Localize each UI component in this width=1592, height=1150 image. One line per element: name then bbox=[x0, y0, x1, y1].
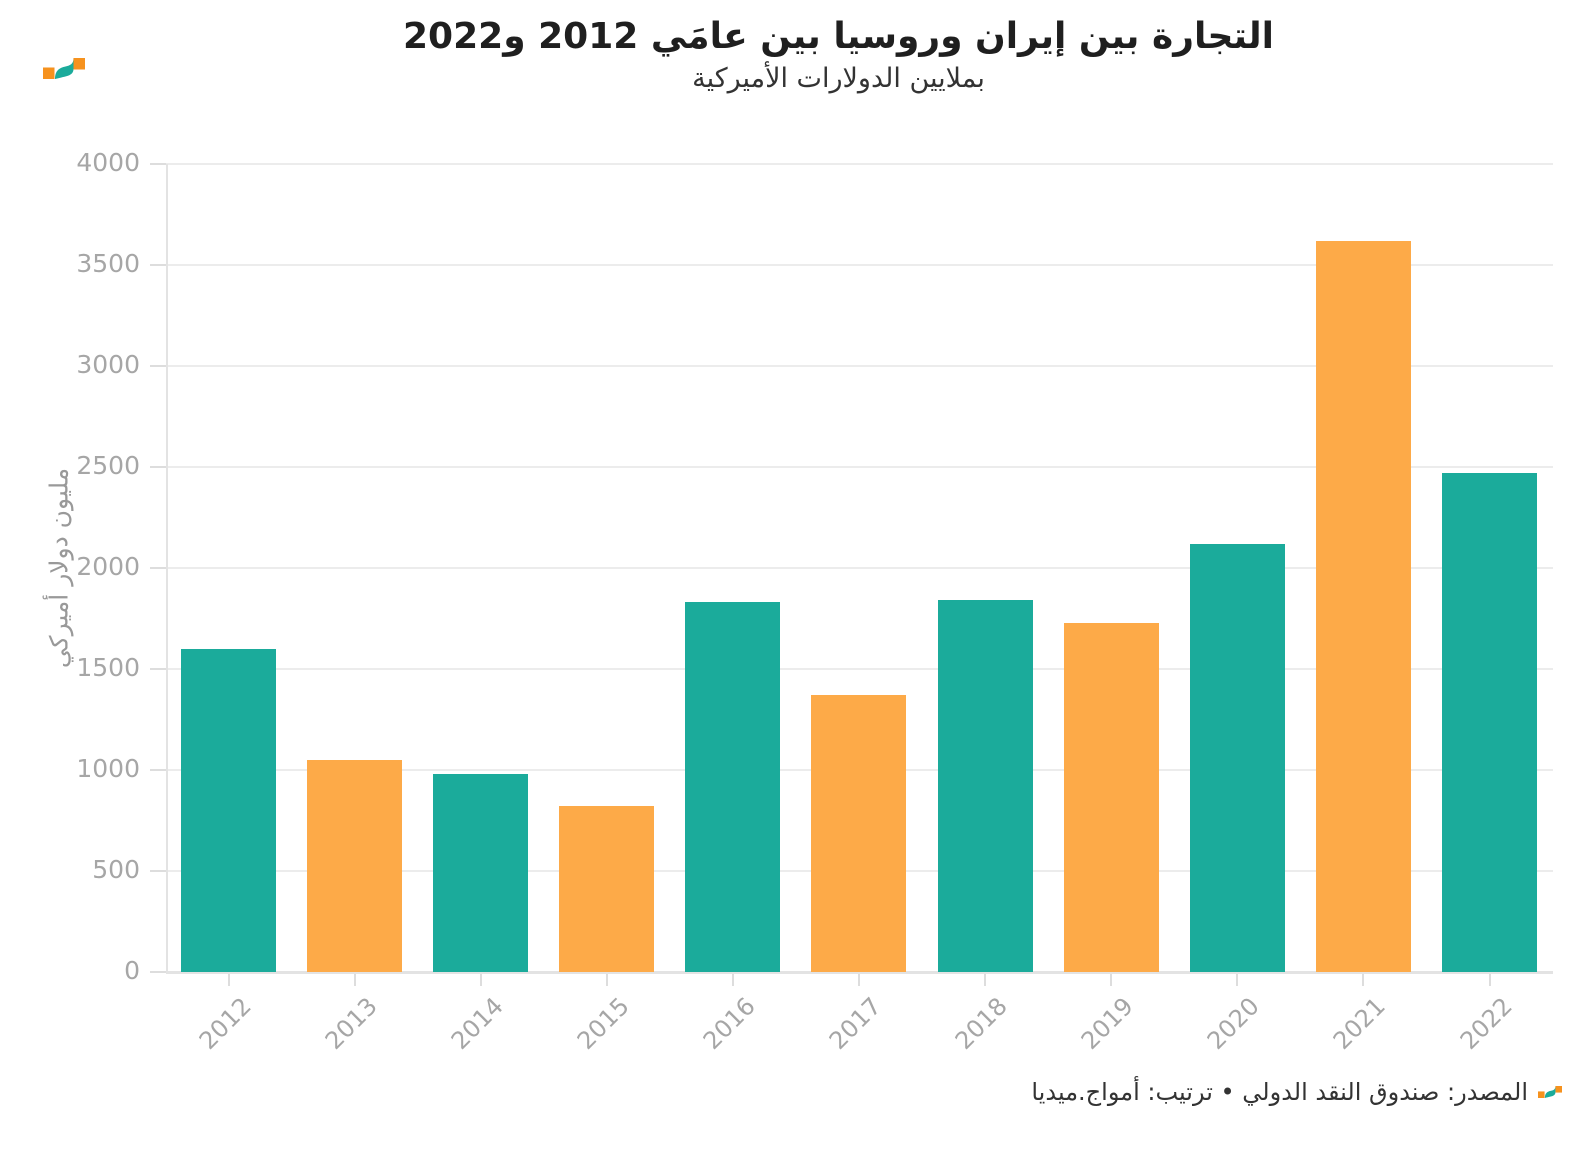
y-tick-label: 0 bbox=[124, 956, 140, 985]
bar-2018[interactable] bbox=[937, 600, 1033, 972]
bar-2017[interactable] bbox=[811, 695, 907, 972]
x-axis-tick bbox=[1110, 974, 1113, 986]
x-axis-tick bbox=[227, 974, 230, 986]
gridline bbox=[166, 466, 1553, 468]
x-axis-baseline bbox=[166, 971, 1553, 974]
y-tick-label: 3500 bbox=[76, 249, 140, 278]
x-tick-label-2015: 2015 bbox=[571, 992, 635, 1055]
bar-2015[interactable] bbox=[559, 806, 655, 972]
y-axis-tick bbox=[150, 769, 166, 771]
amwaj-media-logo-icon bbox=[43, 58, 85, 79]
x-axis-tick bbox=[1362, 974, 1365, 986]
y-axis-tick bbox=[150, 264, 166, 266]
x-tick-label-2016: 2016 bbox=[697, 992, 761, 1055]
bar-2020[interactable] bbox=[1189, 543, 1285, 972]
x-tick-label-2018: 2018 bbox=[949, 992, 1013, 1055]
y-axis-tick bbox=[150, 870, 166, 872]
x-tick-label-2014: 2014 bbox=[445, 992, 509, 1055]
y-axis-tick bbox=[150, 971, 166, 973]
x-tick-label-2021: 2021 bbox=[1328, 992, 1392, 1055]
logo-teal-wave bbox=[55, 58, 74, 79]
x-axis-tick bbox=[858, 974, 860, 986]
y-axis-tick bbox=[150, 163, 166, 165]
logo-orange-square-right bbox=[73, 58, 85, 70]
chart-subtitle: بملايين الدولارات الأميركية bbox=[692, 63, 985, 94]
bar-2016[interactable] bbox=[685, 602, 781, 972]
bars-row bbox=[181, 164, 1537, 972]
x-axis-tick bbox=[1236, 974, 1239, 986]
y-axis-tick bbox=[150, 668, 166, 670]
x-axis-tick bbox=[353, 974, 356, 986]
y-tick-label: 3000 bbox=[76, 350, 140, 379]
amwaj-media-logo-small-icon bbox=[1538, 1086, 1562, 1098]
x-tick-label-2012: 2012 bbox=[193, 992, 257, 1055]
x-axis-tick bbox=[984, 974, 987, 986]
bar-2014[interactable] bbox=[433, 774, 529, 972]
y-axis-tick bbox=[150, 365, 166, 367]
x-tick-label-2022: 2022 bbox=[1454, 992, 1518, 1055]
x-tick-label-2013: 2013 bbox=[319, 992, 383, 1055]
bar-2022[interactable] bbox=[1441, 473, 1537, 972]
bar-2013[interactable] bbox=[307, 759, 403, 972]
y-axis-tick bbox=[150, 466, 166, 468]
footer: المصدر: صندوق النقد الدولي • ترتيب: أموا… bbox=[1031, 1078, 1562, 1106]
chart-title: التجارة بين إيران وروسيا بين عامَي 2012 … bbox=[403, 16, 1274, 57]
gridline bbox=[166, 264, 1553, 266]
gridline bbox=[166, 567, 1553, 569]
gridline bbox=[166, 163, 1553, 165]
y-tick-label: 4000 bbox=[76, 148, 140, 177]
header: التجارة بين إيران وروسيا بين عامَي 2012 … bbox=[85, 14, 1592, 95]
y-axis-tick bbox=[150, 567, 166, 569]
x-axis-tick bbox=[479, 974, 482, 986]
y-tick-label: 1500 bbox=[76, 653, 140, 682]
source-note: المصدر: صندوق النقد الدولي • ترتيب: أموا… bbox=[1031, 1078, 1528, 1106]
x-tick-label-2020: 2020 bbox=[1202, 992, 1266, 1055]
gridline bbox=[166, 365, 1553, 367]
x-axis-tick bbox=[731, 974, 734, 986]
bar-2021[interactable] bbox=[1315, 240, 1411, 972]
x-tick-label-2019: 2019 bbox=[1075, 992, 1139, 1055]
y-tick-label: 1000 bbox=[76, 754, 140, 783]
y-axis-line bbox=[166, 164, 168, 972]
x-axis-tick bbox=[1488, 974, 1491, 986]
bar-2012[interactable] bbox=[181, 648, 276, 972]
y-tick-label: 500 bbox=[92, 855, 140, 884]
gridline bbox=[166, 668, 1553, 670]
x-tick-label-2017: 2017 bbox=[823, 992, 887, 1055]
y-tick-label: 2500 bbox=[76, 451, 140, 480]
x-axis-tick bbox=[605, 974, 608, 986]
bar-2019[interactable] bbox=[1063, 622, 1159, 972]
logo-orange-square-left bbox=[43, 67, 55, 79]
y-tick-label: 2000 bbox=[76, 552, 140, 581]
